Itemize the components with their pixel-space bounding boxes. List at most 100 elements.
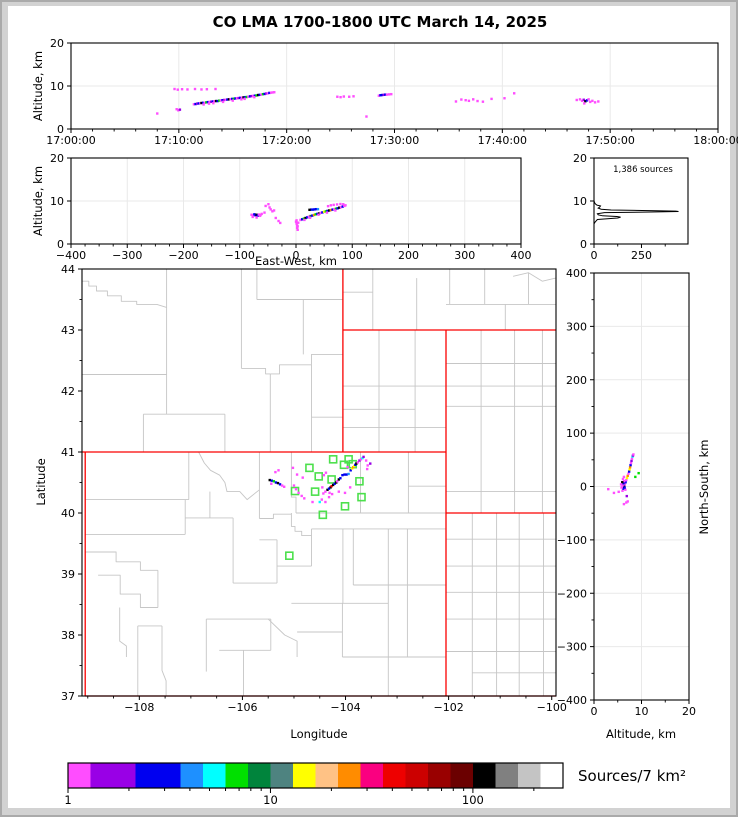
northsouth-xlabel: Altitude, km [605,727,677,741]
lightning-source-point [322,210,326,213]
lightning-source-point [270,479,274,482]
lightning-source-point [627,470,631,473]
lightning-source-point [339,202,342,206]
lightning-source-point [234,97,237,100]
lightning-source-point [175,108,178,111]
tick-label: 10 [263,793,278,807]
lightning-source-point [186,88,189,91]
lightning-source-point [335,481,338,484]
tick-label: 100 [342,249,363,262]
lightning-source-point [354,463,357,467]
lightning-source-point [200,88,203,91]
lightning-source-point [312,213,316,217]
lightning-source-point [243,95,247,99]
lightning-source-point [617,490,620,494]
lightning-source-point [294,220,298,223]
lightning-source-point [333,482,336,485]
lightning-source-point [304,216,307,220]
lightning-source-point [327,495,331,499]
lightning-source-point [629,463,632,467]
lightning-source-point [364,459,368,462]
tick-label: 38 [61,629,75,642]
lightning-source-point [352,95,355,98]
lightning-source-point [303,497,306,500]
lightning-source-point [180,88,184,91]
lightning-source-point [274,481,278,484]
lightning-source-point [250,213,253,216]
lightning-source-point [325,211,329,214]
lightning-source-point [623,486,626,489]
county-boundary [270,364,312,375]
county-boundary [267,618,298,657]
lightning-source-point [208,100,211,104]
tick-label: 300 [566,320,587,333]
tick-label: 300 [454,249,475,262]
lightning-source-point [628,468,631,471]
lightning-source-point [352,466,355,469]
lightning-source-point [342,203,345,206]
lightning-source-point [237,96,240,100]
lightning-source-point [195,102,199,105]
lightning-source-point [343,491,347,495]
lightning-source-point [369,462,372,465]
lightning-source-point [295,222,298,225]
panel-eastwest-height: −400 −300 −200 −100 0 100 200 300 400 0 10 20 [50,152,532,262]
colorbar-segment [383,763,406,788]
lightning-source-point [454,100,458,103]
lightning-source-point [337,490,341,493]
lightning-source-point [623,483,627,486]
tick-label: 17:20:00 [262,134,311,147]
lightning-source-point [621,484,624,487]
panel-altitude-histogram: 0 250 0 10 20 [573,152,689,262]
lightning-source-point [317,212,321,215]
colorbar-segment [450,763,474,788]
tick-label: 42 [61,385,75,398]
tick-label: −108 [124,701,154,714]
lightning-source-point [263,92,266,96]
lightning-source-point [252,94,255,98]
lightning-source-point [194,102,197,106]
lightning-source-point [221,98,224,102]
lightning-source-point [219,99,223,102]
lightning-source-point [637,471,640,475]
tick-label: 10 [635,705,649,718]
colorbar-segment [135,763,181,788]
lightning-source-point [301,476,304,479]
lightning-source-point [264,92,268,95]
lightning-source-point [317,213,320,216]
lightning-source-point [341,473,344,477]
lightning-source-point [270,482,273,485]
lightning-source-point [341,205,344,208]
lightning-source-point [296,225,299,228]
lightning-source-point [324,210,328,213]
lightning-source-point [324,490,327,493]
lightning-source-point [267,203,270,206]
lightning-source-point [490,97,493,101]
lightning-source-point [342,95,346,98]
lightning-source-point [331,208,334,211]
tick-label: 200 [566,374,587,387]
lightning-source-point [272,480,276,483]
lightning-source-point [232,97,236,100]
colorbar-segment [315,763,339,788]
lightning-source-point [575,98,578,102]
lightning-source-point [308,208,311,212]
tick-label: −106 [227,701,257,714]
lightning-source-point [612,491,616,495]
lightning-source-point [297,221,300,224]
lightning-source-point [229,97,232,101]
lightning-source-point [248,95,252,98]
lightning-source-point [300,494,303,498]
lightning-source-point [382,93,385,97]
tick-label: 17:30:00 [370,134,419,147]
county-boundary [85,551,158,571]
tick-label: 44 [61,263,75,276]
lightning-source-point [178,108,182,111]
lightning-source-point [240,96,244,99]
lightning-source-point [207,102,211,105]
panel-northsouth-altitude: 0 10 20 −400 −300 −200 −100 0 100 200 300 400 [557,267,696,718]
tick-label: 200 [398,249,419,262]
county-boundary [290,513,312,537]
county-boundary [512,272,556,282]
lightning-source-point [322,492,325,495]
